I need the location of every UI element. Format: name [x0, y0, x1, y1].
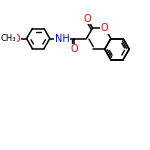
Text: NH: NH: [55, 34, 69, 44]
Text: O: O: [13, 34, 20, 44]
Text: O: O: [70, 44, 78, 54]
Text: CH₃: CH₃: [1, 34, 16, 43]
Text: O: O: [101, 23, 109, 33]
Text: O: O: [83, 14, 91, 24]
